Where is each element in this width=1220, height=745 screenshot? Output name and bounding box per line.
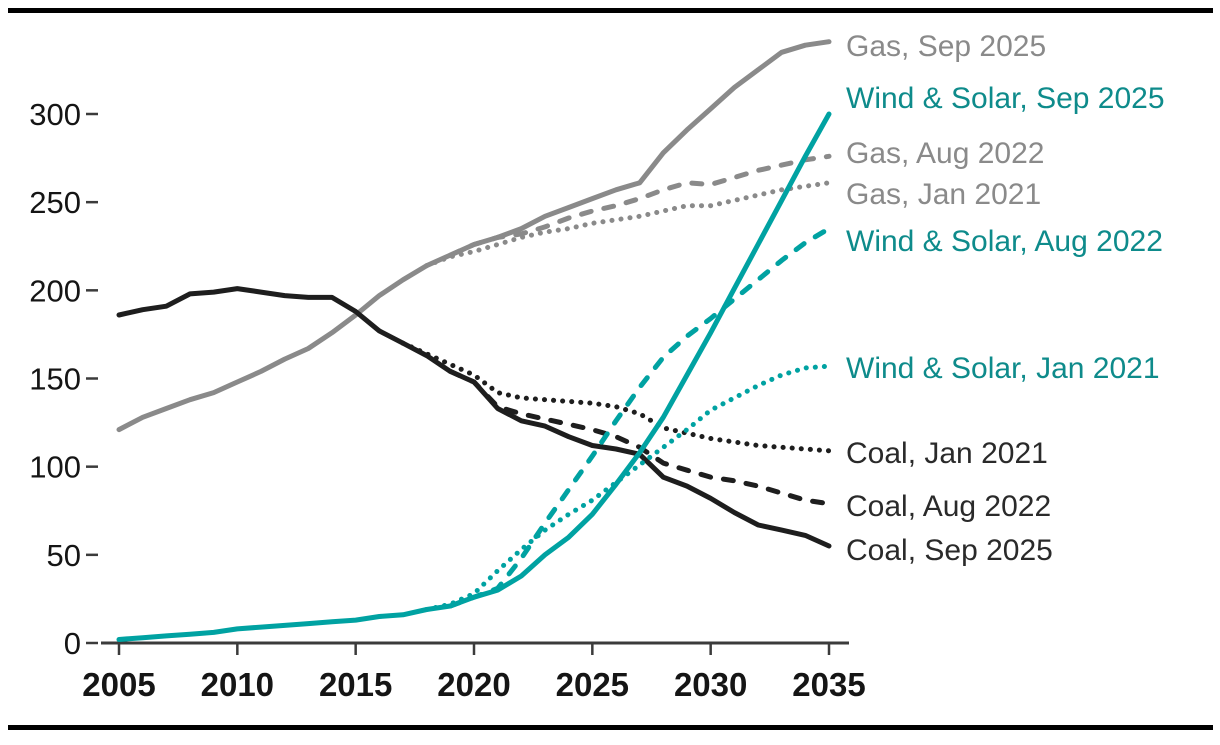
y-axis-tick-label: 150 [29,362,81,397]
series-label: Wind & Solar, Aug 2022 [846,225,1163,258]
x-axis-tick-label: 2005 [82,666,155,703]
series-label: Coal, Jan 2021 [846,437,1048,470]
y-axis-tick-label: 50 [47,538,81,573]
y-axis-tick-label: 0 [64,626,81,661]
series-label: Coal, Sep 2025 [846,534,1053,567]
series-line-solid-wind_solar [116,111,832,642]
series-label: Coal, Aug 2022 [846,490,1051,523]
x-axis-tick-label: 2025 [556,666,629,703]
series-line-dashed-coal [447,368,832,507]
top-border-rule [8,8,1213,13]
series-line-dotted-wind_solar [424,363,832,612]
series-label: Gas, Jan 2021 [846,178,1041,211]
series-label: Wind & Solar, Jan 2021 [846,352,1160,385]
series-line-dotted-coal [400,340,832,454]
series-line-solid-gas [116,39,832,433]
x-axis-tick-label: 2010 [201,666,274,703]
series-label: Wind & Solar, Sep 2025 [846,82,1165,115]
x-axis-tick-label: 2020 [437,666,510,703]
series-line-dashed-gas [447,153,832,258]
x-axis-tick-label: 2015 [319,666,392,703]
y-axis-tick-label: 200 [29,273,81,308]
series-line-dotted-gas [424,180,832,269]
series-label: Gas, Aug 2022 [846,137,1045,170]
series-line-dashed-wind_solar [447,226,832,609]
y-axis-tick-label: 300 [29,97,81,132]
x-axis-tick-label: 2030 [674,666,747,703]
series-line-solid-coal [116,286,832,549]
bottom-border-rule [8,725,1213,730]
x-axis-tick-label: 2035 [792,666,865,703]
y-axis-tick-label: 100 [29,450,81,485]
series-label: Gas, Sep 2025 [846,30,1046,63]
y-axis-tick-label: 250 [29,185,81,220]
